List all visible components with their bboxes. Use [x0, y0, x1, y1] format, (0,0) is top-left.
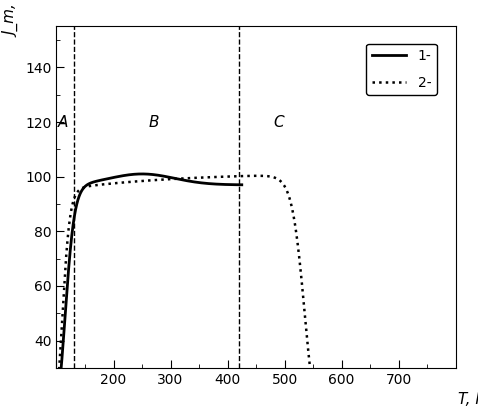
Text: B: B [148, 115, 159, 129]
Y-axis label: J_m, mA: J_m, mA [4, 0, 21, 37]
X-axis label: T, K: T, K [458, 392, 478, 407]
Text: C: C [273, 115, 284, 129]
Legend: 1-, 2-: 1-, 2- [366, 44, 437, 95]
Text: A: A [57, 115, 68, 129]
